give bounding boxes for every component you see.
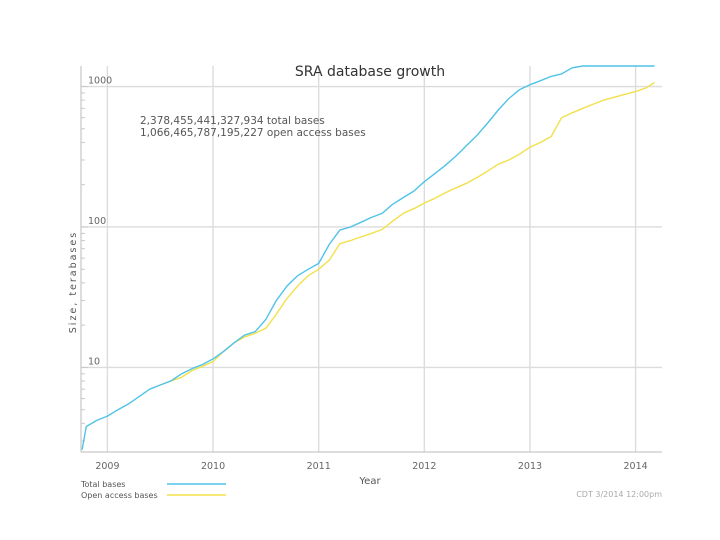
- y-tick-label: 1000: [88, 76, 112, 87]
- y-tick-label: 10: [88, 356, 100, 367]
- legend-label-open: Open access bases: [81, 491, 158, 500]
- series-line-total-bases: [81, 65, 655, 450]
- y-tick-labels: 10 100 1000: [88, 76, 112, 368]
- timestamp-stamp: CDT 3/2014 12:00pm: [576, 490, 662, 499]
- x-tick-label: 2009: [95, 461, 119, 472]
- y-axis-label: Size, terabases: [68, 231, 79, 333]
- y-tick-label: 100: [88, 216, 106, 227]
- series-line-open-access: [159, 82, 655, 386]
- x-tick-labels: 2009 2010 2011 2012 2013 2014: [95, 461, 647, 472]
- x-tick-label: 2014: [623, 461, 647, 472]
- x-tick-label: 2011: [307, 461, 331, 472]
- x-tick-label: 2013: [518, 461, 542, 472]
- legend: Total bases Open access bases: [80, 480, 226, 500]
- open-access-annotation: 1,066,465,787,195,227 open access bases: [140, 127, 366, 139]
- minor-ticks: [81, 86, 88, 442]
- grid-layer: [81, 66, 662, 452]
- total-bases-annotation: 2,378,455,441,327,934 total bases: [140, 115, 325, 127]
- series-layer: [81, 65, 655, 450]
- x-tick-label: 2010: [201, 461, 225, 472]
- x-tick-label: 2012: [412, 461, 436, 472]
- chart-title: SRA database growth: [295, 64, 445, 80]
- legend-label-total: Total bases: [80, 480, 125, 489]
- x-axis-label: Year: [358, 476, 381, 487]
